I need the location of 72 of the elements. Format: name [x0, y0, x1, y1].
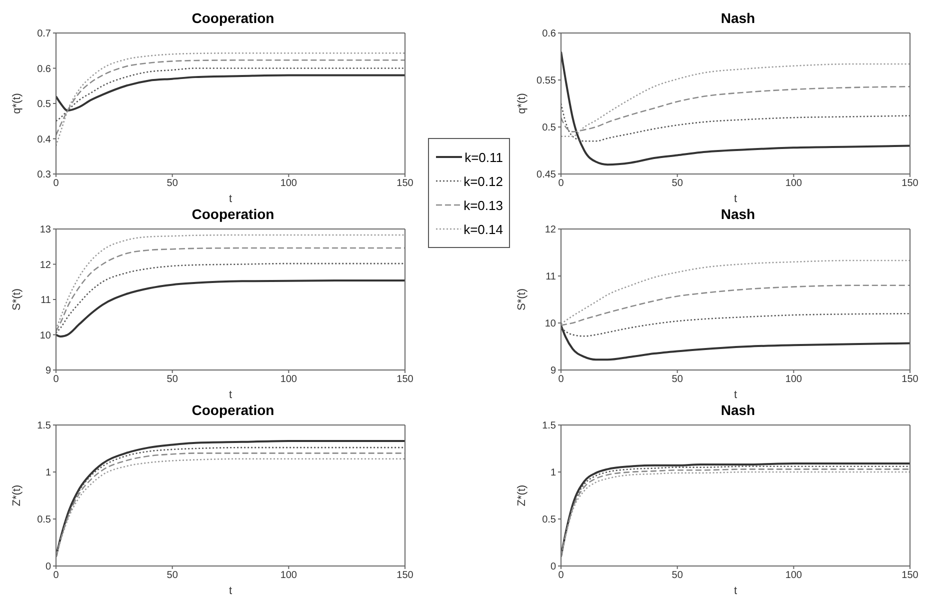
x-tick-label: 0 — [53, 570, 60, 582]
y-axis-title: q*(t) — [516, 93, 528, 114]
x-tick-label: 50 — [166, 570, 178, 582]
y-axis-title: S*(t) — [516, 288, 528, 310]
y-tick-label: 0.5 — [542, 122, 556, 134]
x-tick-label: 50 — [672, 374, 684, 386]
y-tick-label: 0.4 — [37, 134, 52, 146]
y-tick-label: 12 — [40, 260, 52, 271]
y-axis-title: S*(t) — [10, 288, 23, 310]
y-axis-title: Z*(t) — [10, 484, 23, 506]
x-tick-label: 150 — [902, 374, 919, 386]
y-tick-label: 0.7 — [37, 28, 52, 40]
x-tick-label: 0 — [558, 570, 564, 582]
x-tick-label: 50 — [672, 570, 684, 582]
x-tick-label: 150 — [902, 178, 919, 190]
y-tick-label: 9 — [550, 366, 556, 377]
y-tick-label: 10 — [40, 330, 52, 342]
x-axis-title: t — [228, 193, 232, 205]
legend-label: k=0.14 — [464, 222, 503, 236]
y-tick-label: 0.5 — [37, 99, 52, 110]
x-tick-label: 100 — [280, 178, 298, 190]
x-tick-label: 150 — [396, 570, 414, 582]
chart-title: Cooperation — [190, 401, 276, 420]
chart-title: Cooperation — [190, 205, 276, 224]
x-tick-label: 150 — [396, 374, 414, 386]
y-tick-label: 11 — [40, 295, 52, 306]
y-tick-label: 0.5 — [542, 514, 556, 526]
y-tick-label: 0.45 — [536, 170, 556, 181]
y-tick-label: 0.3 — [37, 170, 52, 181]
y-tick-label: 0.6 — [37, 64, 52, 75]
y-tick-label: 1.5 — [37, 420, 52, 432]
x-tick-label: 50 — [166, 374, 178, 386]
y-axis-title: Z*(t) — [516, 484, 528, 506]
chart-title: Nash — [720, 205, 756, 224]
y-tick-label: 1 — [550, 468, 556, 479]
y-tick-label: 0 — [550, 562, 556, 573]
x-tick-label: 100 — [280, 570, 298, 582]
x-tick-label: 0 — [558, 178, 564, 190]
x-tick-label: 0 — [53, 178, 60, 190]
y-tick-label: 12 — [544, 224, 556, 236]
y-tick-label: 10 — [544, 318, 556, 330]
x-tick-label: 100 — [785, 570, 802, 582]
y-tick-label: 1 — [45, 468, 52, 479]
x-axis-title: t — [734, 585, 738, 597]
y-tick-label: 0.55 — [536, 76, 556, 87]
x-axis-title: t — [228, 585, 232, 597]
legend-label: k=0.11 — [464, 150, 503, 164]
x-tick-label: 100 — [785, 178, 802, 190]
legend-label: k=0.13 — [464, 198, 503, 212]
x-axis-title: t — [228, 389, 232, 401]
x-tick-label: 150 — [396, 178, 414, 190]
x-tick-label: 0 — [53, 374, 60, 386]
x-tick-label: 50 — [166, 178, 178, 190]
y-tick-label: 0.6 — [542, 28, 556, 40]
y-tick-label: 9 — [45, 366, 52, 377]
y-tick-label: 1.5 — [542, 420, 556, 432]
y-tick-label: 13 — [40, 224, 52, 236]
x-tick-label: 150 — [902, 570, 919, 582]
x-tick-label: 100 — [785, 374, 802, 386]
chart-title: Nash — [720, 9, 756, 28]
chart-title: Nash — [720, 401, 756, 420]
x-axis-title: t — [734, 193, 738, 205]
y-axis-title: q*(t) — [10, 93, 23, 114]
x-tick-label: 50 — [672, 178, 684, 190]
x-tick-label: 100 — [280, 374, 298, 386]
y-tick-label: 0 — [45, 562, 52, 573]
x-axis-title: t — [734, 389, 738, 401]
chart-title: Cooperation — [190, 9, 276, 28]
legend-label: k=0.12 — [464, 174, 503, 188]
y-tick-label: 11 — [546, 272, 556, 283]
x-tick-label: 0 — [558, 374, 564, 386]
y-tick-label: 0.5 — [37, 514, 52, 526]
